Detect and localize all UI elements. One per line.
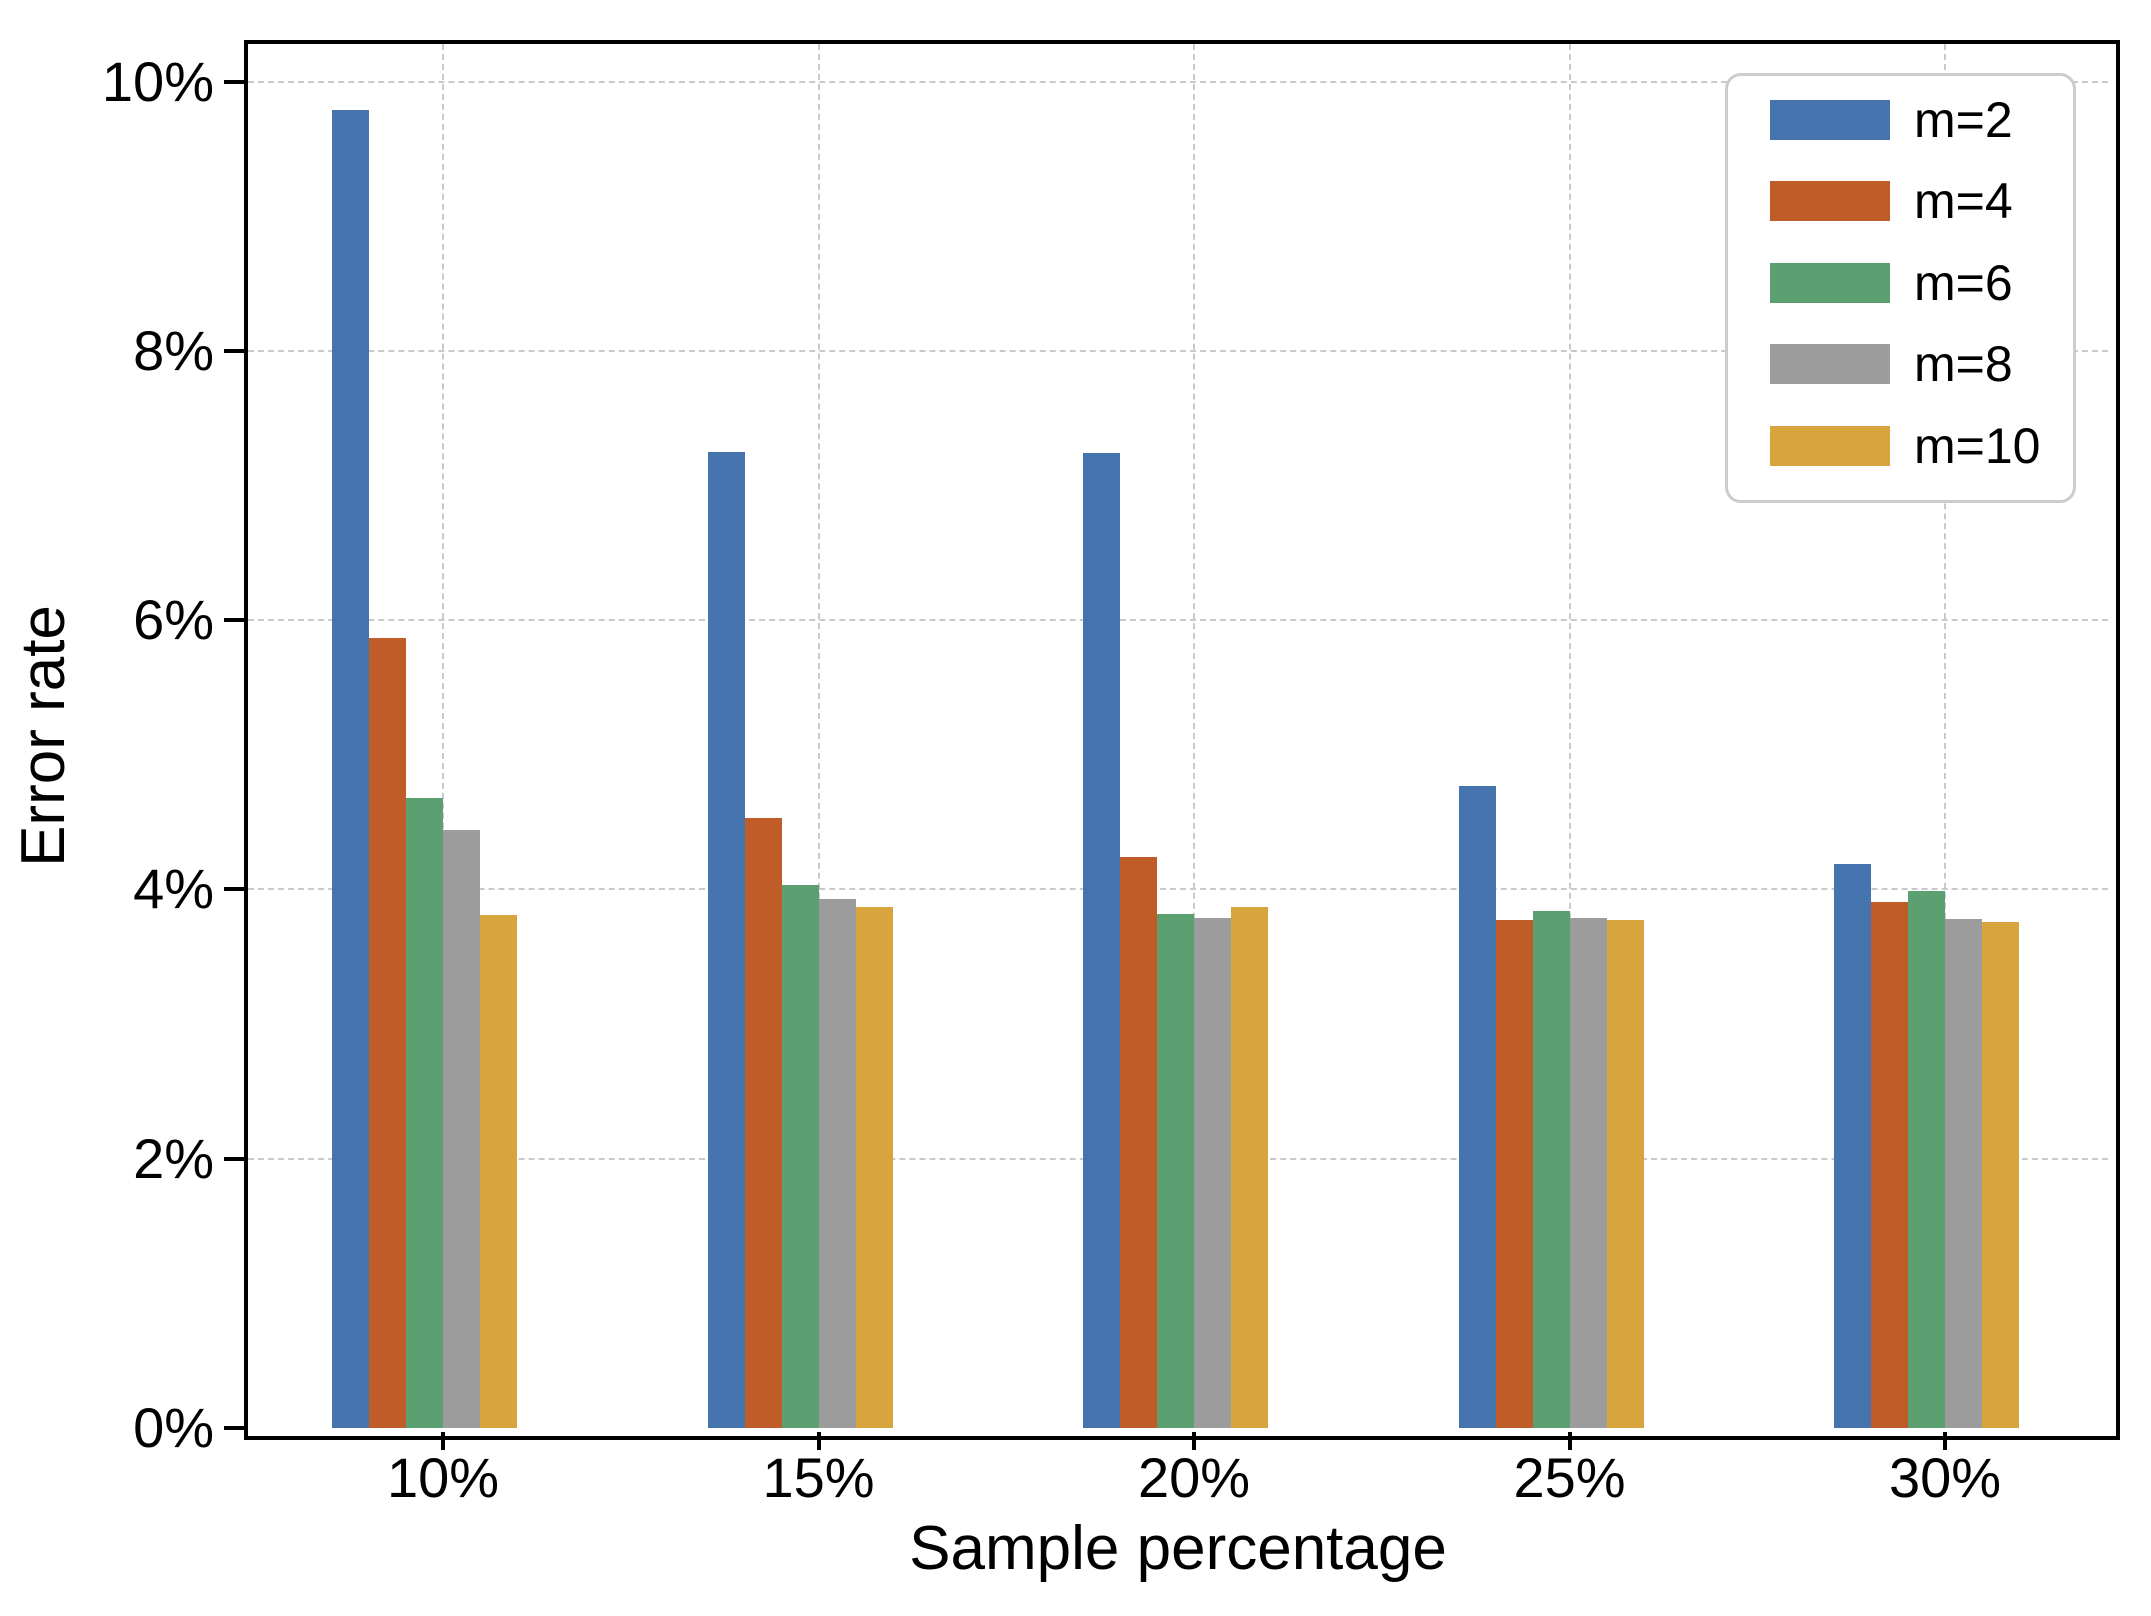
legend: m=2 m=4 m=6 m=8 m=10 <box>1725 73 2076 503</box>
bar-m4-20 <box>1120 857 1157 1428</box>
bar-m2-20 <box>1083 453 1120 1428</box>
x-tick-label-25: 25% <box>1513 1446 1626 1509</box>
x-tick-20 <box>1192 1432 1196 1450</box>
gridline-y-10 <box>248 80 2108 83</box>
legend-label-m2: m=2 <box>1914 91 2013 148</box>
bar-m10-30 <box>1982 921 2019 1428</box>
bar-m2-10 <box>332 109 369 1428</box>
y-tick-4 <box>224 887 244 892</box>
bar-m6-25 <box>1532 911 1570 1428</box>
legend-swatch-m6 <box>1770 262 1890 303</box>
x-tick-label-15: 15% <box>762 1446 875 1509</box>
x-tick-25 <box>1567 1432 1572 1450</box>
y-tick-label-6: 6% <box>133 588 214 652</box>
bar-m2-30 <box>1834 863 1871 1428</box>
bar-m8-25 <box>1569 917 1607 1428</box>
legend-label-m10: m=10 <box>1914 417 2041 474</box>
bar-m6-15 <box>781 885 819 1428</box>
bar-m10-25 <box>1606 920 1644 1428</box>
bar-m10-10 <box>480 915 517 1428</box>
y-tick-label-0: 0% <box>133 1396 214 1459</box>
legend-item-m4: m=4 <box>1728 161 2073 243</box>
y-tick-label-4: 4% <box>133 857 214 921</box>
legend-label-m8: m=8 <box>1914 336 2013 393</box>
legend-label-m4: m=4 <box>1914 173 2013 230</box>
y-tick-10 <box>224 79 244 84</box>
bar-m8-10 <box>443 830 480 1428</box>
legend-item-m10: m=10 <box>1728 405 2073 487</box>
bar-m4-10 <box>369 637 406 1428</box>
x-tick-15 <box>816 1432 821 1450</box>
gridline-y-6 <box>248 619 2108 622</box>
y-axis-label: Error rate <box>9 605 78 867</box>
bar-m2-15 <box>707 451 745 1428</box>
legend-item-m8: m=8 <box>1728 324 2073 406</box>
gridline-x-20 <box>1193 44 1195 1428</box>
x-tick-30 <box>1943 1432 1947 1450</box>
bar-m4-15 <box>744 818 782 1428</box>
x-tick-10 <box>441 1432 445 1450</box>
x-axis-label: Sample percentage <box>909 1514 1447 1583</box>
gridline-y-8 <box>248 349 2108 352</box>
gridline-y-4 <box>248 888 2108 891</box>
x-tick-label-30: 30% <box>1888 1446 2002 1509</box>
gridline-x-30 <box>1944 44 1946 1428</box>
y-tick-2 <box>224 1156 244 1161</box>
bar-m4-30 <box>1871 901 1908 1428</box>
y-tick-8 <box>224 348 244 353</box>
bar-m6-10 <box>406 797 443 1428</box>
bar-m8-15 <box>818 898 856 1428</box>
y-tick-6 <box>224 618 244 623</box>
bar-m6-20 <box>1157 913 1194 1428</box>
x-tick-label-20: 20% <box>1137 1446 1251 1509</box>
bar-m2-25 <box>1458 785 1496 1428</box>
bar-m6-30 <box>1908 890 1945 1428</box>
x-tick-label-10: 10% <box>386 1446 500 1509</box>
y-tick-label-10: 10% <box>101 49 214 113</box>
legend-swatch-m10 <box>1770 425 1890 466</box>
legend-item-m2: m=2 <box>1728 79 2073 161</box>
gridline-x-15 <box>817 44 820 1428</box>
gridline-x-25 <box>1568 44 1571 1428</box>
bar-m10-20 <box>1231 906 1268 1428</box>
bar-m10-15 <box>855 906 893 1428</box>
y-tick-label-8: 8% <box>133 318 214 382</box>
y-tick-label-2: 2% <box>133 1126 214 1190</box>
legend-item-m6: m=6 <box>1728 242 2073 324</box>
bar-m8-30 <box>1945 919 1982 1428</box>
legend-swatch-m2 <box>1770 99 1890 140</box>
bar-m4-25 <box>1495 920 1533 1428</box>
legend-label-m6: m=6 <box>1914 254 2013 311</box>
gridline-x-10 <box>442 44 444 1428</box>
legend-swatch-m8 <box>1770 344 1890 385</box>
legend-swatch-m4 <box>1770 181 1890 222</box>
y-tick-0 <box>224 1426 244 1430</box>
bar-m8-20 <box>1194 917 1231 1428</box>
